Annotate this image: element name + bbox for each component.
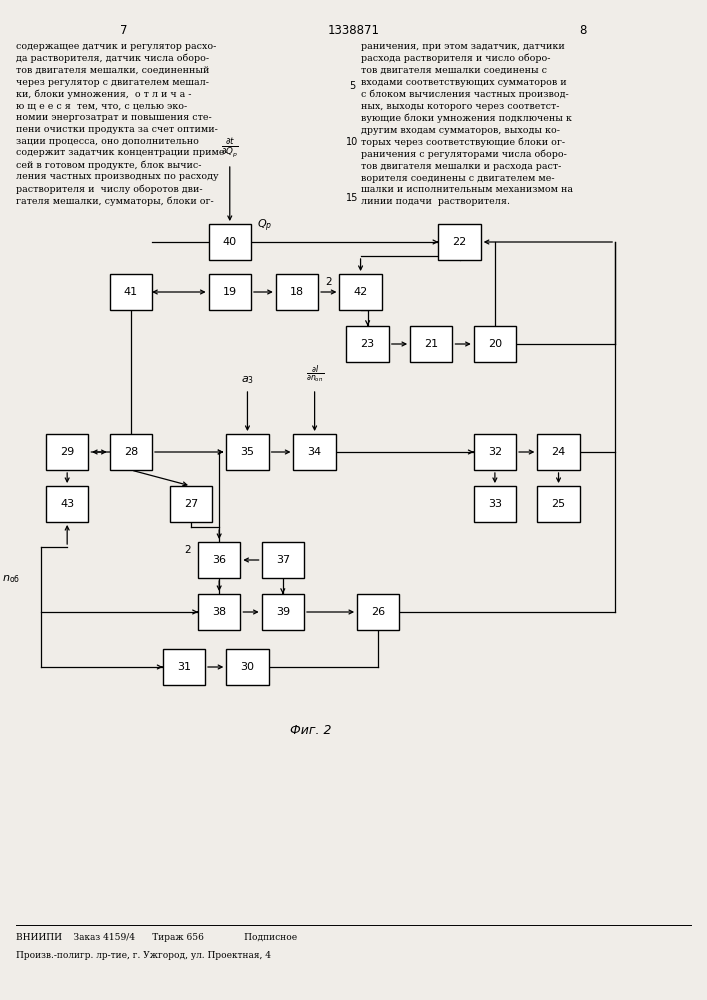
Bar — [438, 224, 481, 260]
Text: 35: 35 — [240, 447, 255, 457]
Bar — [357, 594, 399, 630]
Text: 19: 19 — [223, 287, 237, 297]
Bar — [226, 434, 269, 470]
Text: 25: 25 — [551, 499, 566, 509]
Bar — [537, 486, 580, 522]
Text: содержащее датчик и регулятор расхо-
да растворителя, датчик числа оборо-
тов дв: содержащее датчик и регулятор расхо- да … — [16, 42, 228, 206]
Bar — [262, 594, 304, 630]
Text: 8: 8 — [580, 23, 587, 36]
Text: 41: 41 — [124, 287, 138, 297]
Text: 1338871: 1338871 — [327, 23, 380, 36]
Bar — [170, 486, 212, 522]
Text: 39: 39 — [276, 607, 290, 617]
Bar — [198, 542, 240, 578]
Text: 40: 40 — [223, 237, 237, 247]
Text: 28: 28 — [124, 447, 138, 457]
Text: $\frac{\partial I}{\partial n_{\rm оп}}$: $\frac{\partial I}{\partial n_{\rm оп}}$ — [305, 364, 324, 386]
Text: 23: 23 — [361, 339, 375, 349]
Text: 36: 36 — [212, 555, 226, 565]
Text: 18: 18 — [290, 287, 304, 297]
Bar — [163, 649, 205, 685]
Bar — [110, 274, 152, 310]
Text: 7: 7 — [120, 23, 127, 36]
Text: 15: 15 — [346, 193, 358, 203]
Text: 2: 2 — [184, 545, 191, 555]
Text: ВНИИПИ    Заказ 4159/4      Тираж 656              Подписное: ВНИИПИ Заказ 4159/4 Тираж 656 Подписное — [16, 933, 297, 942]
Text: 26: 26 — [371, 607, 385, 617]
Bar — [474, 486, 516, 522]
Text: 27: 27 — [184, 499, 198, 509]
Bar — [537, 434, 580, 470]
Bar — [262, 542, 304, 578]
Text: 38: 38 — [212, 607, 226, 617]
Text: $\frac{\partial t}{\partial Q_p}$: $\frac{\partial t}{\partial Q_p}$ — [221, 136, 238, 159]
Bar — [293, 434, 336, 470]
Text: 32: 32 — [488, 447, 502, 457]
Text: Фиг. 2: Фиг. 2 — [291, 724, 332, 736]
Bar — [474, 434, 516, 470]
Bar — [276, 274, 318, 310]
Text: 5: 5 — [349, 81, 355, 91]
Text: 2: 2 — [325, 277, 332, 287]
Bar — [346, 326, 389, 362]
Text: 30: 30 — [240, 662, 255, 672]
Text: 29: 29 — [60, 447, 74, 457]
Text: Произв.-полигр. лр-тие, г. Ужгород, ул. Проектная, 4: Произв.-полигр. лр-тие, г. Ужгород, ул. … — [16, 951, 271, 960]
Text: 20: 20 — [488, 339, 502, 349]
Bar — [110, 434, 152, 470]
Text: 42: 42 — [354, 287, 368, 297]
Bar — [46, 486, 88, 522]
Text: 34: 34 — [308, 447, 322, 457]
Text: $a_3$: $a_3$ — [241, 374, 254, 386]
Bar — [339, 274, 382, 310]
Bar — [209, 274, 251, 310]
Text: 33: 33 — [488, 499, 502, 509]
Text: 24: 24 — [551, 447, 566, 457]
Text: раничения, при этом задатчик, датчики
расхода растворителя и число оборо-
тов дв: раничения, при этом задатчик, датчики ра… — [361, 42, 573, 206]
Text: 31: 31 — [177, 662, 191, 672]
Bar — [46, 434, 88, 470]
Text: $n_{\rm об}$: $n_{\rm об}$ — [1, 574, 20, 585]
Bar — [474, 326, 516, 362]
Bar — [410, 326, 452, 362]
Bar — [226, 649, 269, 685]
Text: 37: 37 — [276, 555, 290, 565]
Text: 43: 43 — [60, 499, 74, 509]
Text: 22: 22 — [452, 237, 467, 247]
Text: 10: 10 — [346, 137, 358, 147]
Text: 21: 21 — [424, 339, 438, 349]
Bar — [198, 594, 240, 630]
Bar — [209, 224, 251, 260]
Text: $Q_p$: $Q_p$ — [257, 218, 272, 234]
